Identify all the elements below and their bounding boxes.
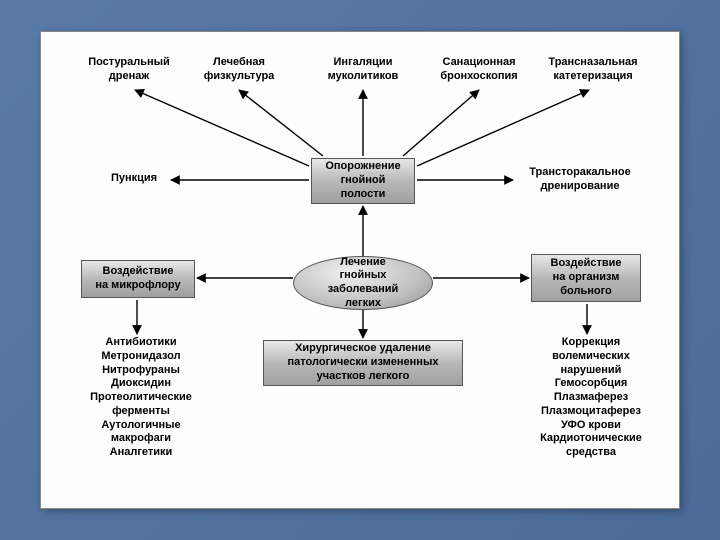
- node-surgical: Хирургическое удалениепатологически изме…: [263, 340, 463, 386]
- edge: [135, 90, 309, 166]
- node-puncture: Пункция: [99, 172, 169, 186]
- node-rightlist: КоррекцияволемическихнарушенийГемосорбци…: [521, 336, 661, 460]
- node-physio: Лечебнаяфизкультура: [189, 56, 289, 84]
- node-transnasal: Трансназальнаякатетеризация: [535, 56, 651, 84]
- node-transthor: Трансторакальноедренирование: [515, 166, 645, 194]
- node-center: Лечениегнойных заболеванийлегких: [293, 256, 433, 310]
- node-postural: Постуральныйдренаж: [77, 56, 181, 84]
- node-leftlist: АнтибиотикиМетронидазолНитрофураныДиокси…: [71, 336, 211, 460]
- node-micro: Воздействиена микрофлору: [81, 260, 195, 298]
- node-inhale: Ингаляциимуколитиков: [313, 56, 413, 84]
- edge: [417, 90, 589, 166]
- node-sanation: Санационнаябронхоскопия: [429, 56, 529, 84]
- diagram-panel: Постуральныйдренаж Лечебнаяфизкультура И…: [40, 31, 680, 509]
- node-organism: Воздействиена организмбольного: [531, 254, 641, 302]
- edge: [239, 90, 323, 156]
- edge: [403, 90, 479, 156]
- node-drain: Опорожнениегнойнойполости: [311, 158, 415, 204]
